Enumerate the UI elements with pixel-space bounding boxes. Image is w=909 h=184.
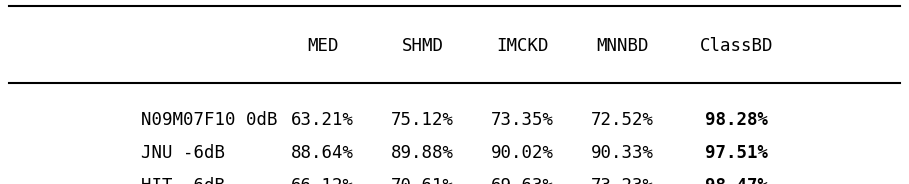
Text: 98.28%: 98.28% [704, 111, 768, 129]
Text: 72.52%: 72.52% [591, 111, 654, 129]
Text: 73.23%: 73.23% [591, 177, 654, 184]
Text: JNU -6dB: JNU -6dB [141, 144, 225, 162]
Text: 89.88%: 89.88% [391, 144, 454, 162]
Text: 73.35%: 73.35% [491, 111, 554, 129]
Text: ClassBD: ClassBD [700, 37, 773, 55]
Text: 97.51%: 97.51% [704, 144, 768, 162]
Text: 66.12%: 66.12% [291, 177, 355, 184]
Text: IMCKD: IMCKD [496, 37, 549, 55]
Text: N09M07F10 0dB: N09M07F10 0dB [141, 111, 277, 129]
Text: 90.33%: 90.33% [591, 144, 654, 162]
Text: 70.61%: 70.61% [391, 177, 454, 184]
Text: 75.12%: 75.12% [391, 111, 454, 129]
Text: MNNBD: MNNBD [596, 37, 649, 55]
Text: MED: MED [307, 37, 338, 55]
Text: 63.21%: 63.21% [291, 111, 355, 129]
Text: HIT -6dB: HIT -6dB [141, 177, 225, 184]
Text: 90.02%: 90.02% [491, 144, 554, 162]
Text: 69.63%: 69.63% [491, 177, 554, 184]
Text: SHMD: SHMD [402, 37, 444, 55]
Text: 98.47%: 98.47% [704, 177, 768, 184]
Text: 88.64%: 88.64% [291, 144, 355, 162]
